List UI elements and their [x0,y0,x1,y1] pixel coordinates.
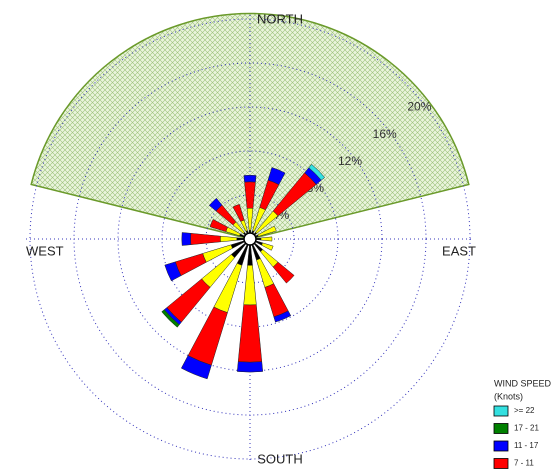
legend-label: 17 - 21 [514,424,539,433]
wind-segment [273,310,292,323]
wind-segment [220,235,238,243]
wind-segment [164,261,182,282]
wind-segment [180,355,212,380]
wind-segment [261,242,274,251]
legend-subtitle: (Knots) [494,391,523,401]
ring-label: 20% [407,100,431,114]
legend-title: WIND SPEED [494,378,552,388]
wind-segment [190,233,221,245]
wind-segment [308,163,326,181]
direction-label: NORTH [257,11,303,26]
wind-segment [175,253,207,277]
direction-label: WEST [26,243,64,258]
direction-label: EAST [442,243,476,258]
wind-segment [161,309,180,328]
wind-segment [209,219,228,232]
highlight-sector [30,12,470,240]
legend-label: 11 - 17 [514,441,539,450]
ring-label: 12% [338,154,362,168]
legend-swatch [493,405,509,417]
legend-swatch [493,458,509,469]
wind-segment [264,283,289,318]
wind-segment [272,261,295,284]
legend-label: 7 - 11 [514,459,534,468]
legend-swatch [493,440,509,452]
wind-segment [181,232,192,246]
wind-segment [257,225,277,237]
legend-swatch [493,423,509,434]
wind-segment [260,236,273,242]
center-circle [243,232,257,246]
wind-segment [236,361,264,373]
wind-segment [237,304,263,363]
wind-segment [243,265,257,306]
wind-segment [208,197,223,212]
wind-segment [267,167,286,185]
legend-label: >= 22 [514,406,535,415]
wind-segment [243,174,257,183]
direction-label: SOUTH [257,451,303,466]
wind-segment [232,203,245,222]
wind-segment [187,306,228,366]
ring-label: 16% [373,127,397,141]
